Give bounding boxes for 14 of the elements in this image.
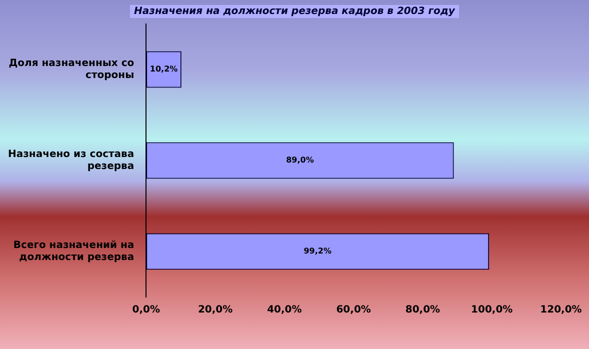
chart-title: Назначения на должности резерва кадров в 2003 году: [130, 5, 459, 18]
x-tick-label: 80,0%: [405, 304, 440, 316]
x-tick-label: 40,0%: [267, 304, 302, 316]
y-tick-label: Всего назначений на должности резерва: [13, 240, 134, 264]
y-tick-label: Назначено из состава резерва: [8, 149, 134, 172]
data-label: 89,0%: [286, 156, 314, 165]
x-tick-label: 100,0%: [471, 304, 513, 316]
x-tick-label: 0,0%: [132, 304, 160, 316]
x-tick-label: 120,0%: [540, 304, 582, 316]
x-tick-label: 20,0%: [198, 304, 233, 316]
data-label: 10,2%: [150, 64, 178, 74]
y-tick-label: Доля назначенных со стороны: [8, 58, 134, 82]
x-tick-label: 60,0%: [336, 304, 371, 316]
data-label: 99,2%: [304, 246, 332, 256]
